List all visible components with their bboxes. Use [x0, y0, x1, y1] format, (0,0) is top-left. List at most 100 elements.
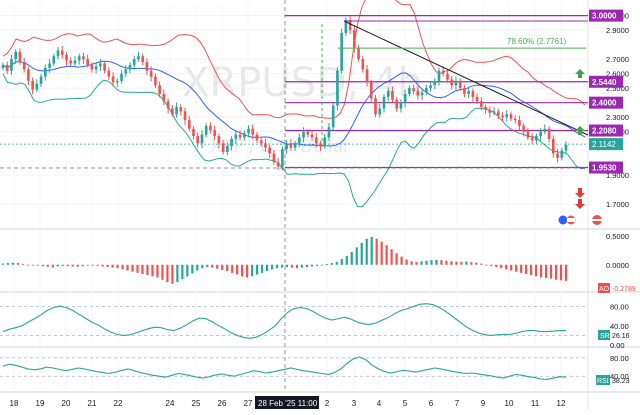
candle-body[interactable]	[251, 128, 255, 135]
candle-body[interactable]	[162, 93, 166, 102]
candle-body[interactable]	[285, 143, 288, 150]
candle-body[interactable]	[336, 70, 339, 106]
candle-body[interactable]	[391, 91, 394, 100]
candle-body[interactable]	[268, 147, 271, 154]
candle-body[interactable]	[60, 50, 64, 55]
candle-body[interactable]	[145, 62, 149, 71]
candle-body[interactable]	[238, 134, 242, 138]
candle-body[interactable]	[539, 131, 542, 137]
candle-body[interactable]	[530, 137, 534, 141]
candle-body[interactable]	[446, 73, 449, 80]
candle-body[interactable]	[77, 56, 81, 61]
candle-body[interactable]	[378, 108, 382, 115]
candle-body[interactable]	[547, 128, 551, 139]
candle-body[interactable]	[158, 85, 161, 94]
candle-body[interactable]	[551, 138, 555, 154]
candle-body[interactable]	[44, 67, 47, 77]
candle-body[interactable]	[412, 88, 415, 92]
candle-body[interactable]	[230, 138, 233, 147]
candle-body[interactable]	[302, 131, 305, 138]
candle-body[interactable]	[535, 136, 538, 141]
candle-body[interactable]	[293, 143, 297, 148]
candle-body[interactable]	[39, 76, 43, 84]
time-axis[interactable]: 18 19 20 21 22 24 25 26 27 2 3 4 5 6 7 9 10 11 12	[10, 399, 566, 408]
candle-body[interactable]	[369, 82, 373, 99]
candle-body[interactable]	[196, 136, 200, 144]
candle-body[interactable]	[433, 80, 437, 86]
candle-body[interactable]	[488, 109, 492, 113]
candle-body[interactable]	[327, 127, 331, 138]
candle-body[interactable]	[365, 69, 369, 83]
candle-body[interactable]	[399, 102, 403, 109]
horizontal-levels[interactable]	[285, 15, 588, 169]
candle-body[interactable]	[137, 56, 140, 60]
candle-body[interactable]	[357, 47, 360, 60]
candle-body[interactable]	[526, 131, 530, 138]
arrow-down-icon[interactable]	[575, 199, 585, 209]
candle-body[interactable]	[424, 88, 428, 93]
candle-body[interactable]	[480, 101, 483, 108]
candle-body[interactable]	[340, 33, 343, 71]
candle-body[interactable]	[154, 76, 157, 86]
candle-body[interactable]	[103, 63, 106, 71]
candle-body[interactable]	[509, 114, 513, 119]
candle-body[interactable]	[264, 143, 267, 148]
candle-body[interactable]	[484, 107, 487, 110]
candle-body[interactable]	[14, 51, 18, 60]
candle-body[interactable]	[353, 30, 356, 48]
candle-body[interactable]	[141, 56, 145, 63]
candle-body[interactable]	[259, 140, 263, 144]
arrow-up-icon[interactable]	[575, 126, 585, 135]
flag-icon[interactable]	[592, 215, 602, 225]
candle-body[interactable]	[107, 70, 111, 77]
candle-body[interactable]	[213, 130, 216, 137]
candle-body[interactable]	[382, 96, 386, 109]
downtrend-line[interactable]	[343, 20, 589, 136]
candle-body[interactable]	[450, 79, 454, 86]
candle-body[interactable]	[65, 54, 68, 61]
candle-body[interactable]	[99, 63, 102, 67]
candle-body[interactable]	[27, 69, 30, 81]
candle-body[interactable]	[200, 134, 204, 144]
candle-body[interactable]	[564, 144, 568, 151]
candle-body[interactable]	[94, 66, 98, 70]
candle-body[interactable]	[120, 73, 123, 81]
candle-body[interactable]	[323, 137, 327, 147]
candle-body[interactable]	[454, 80, 458, 86]
arrow-up-icon[interactable]	[575, 69, 585, 78]
candle-body[interactable]	[348, 19, 352, 31]
candle-body[interactable]	[437, 70, 441, 81]
candle-body[interactable]	[395, 99, 398, 109]
candle-body[interactable]	[416, 91, 420, 96]
candle-body[interactable]	[111, 76, 115, 83]
candle-body[interactable]	[319, 143, 322, 147]
candle-body[interactable]	[403, 93, 407, 103]
candle-body[interactable]	[5, 64, 9, 71]
candle-body[interactable]	[226, 146, 229, 152]
candle-body[interactable]	[48, 63, 51, 68]
candle-body[interactable]	[124, 69, 128, 74]
candle-body[interactable]	[31, 80, 34, 90]
candle-body[interactable]	[204, 125, 208, 135]
candle-body[interactable]	[187, 120, 191, 129]
candle-body[interactable]	[556, 153, 559, 158]
candle-body[interactable]	[441, 70, 445, 74]
candle-body[interactable]	[314, 137, 318, 144]
candle-body[interactable]	[518, 120, 521, 126]
candle-body[interactable]	[522, 125, 525, 132]
candle-body[interactable]	[255, 134, 259, 141]
candle-body[interactable]	[420, 92, 424, 96]
candle-body[interactable]	[310, 134, 314, 138]
candle-body[interactable]	[22, 62, 26, 70]
candle-body[interactable]	[52, 56, 56, 64]
candle-body[interactable]	[115, 80, 119, 83]
candle-body[interactable]	[56, 50, 60, 57]
candle-body[interactable]	[344, 19, 348, 34]
candle-body[interactable]	[492, 111, 496, 113]
candle-body[interactable]	[128, 64, 132, 70]
candle-body[interactable]	[171, 108, 174, 115]
candle-body[interactable]	[475, 96, 479, 102]
candle-body[interactable]	[73, 60, 77, 64]
candle-body[interactable]	[408, 88, 411, 94]
